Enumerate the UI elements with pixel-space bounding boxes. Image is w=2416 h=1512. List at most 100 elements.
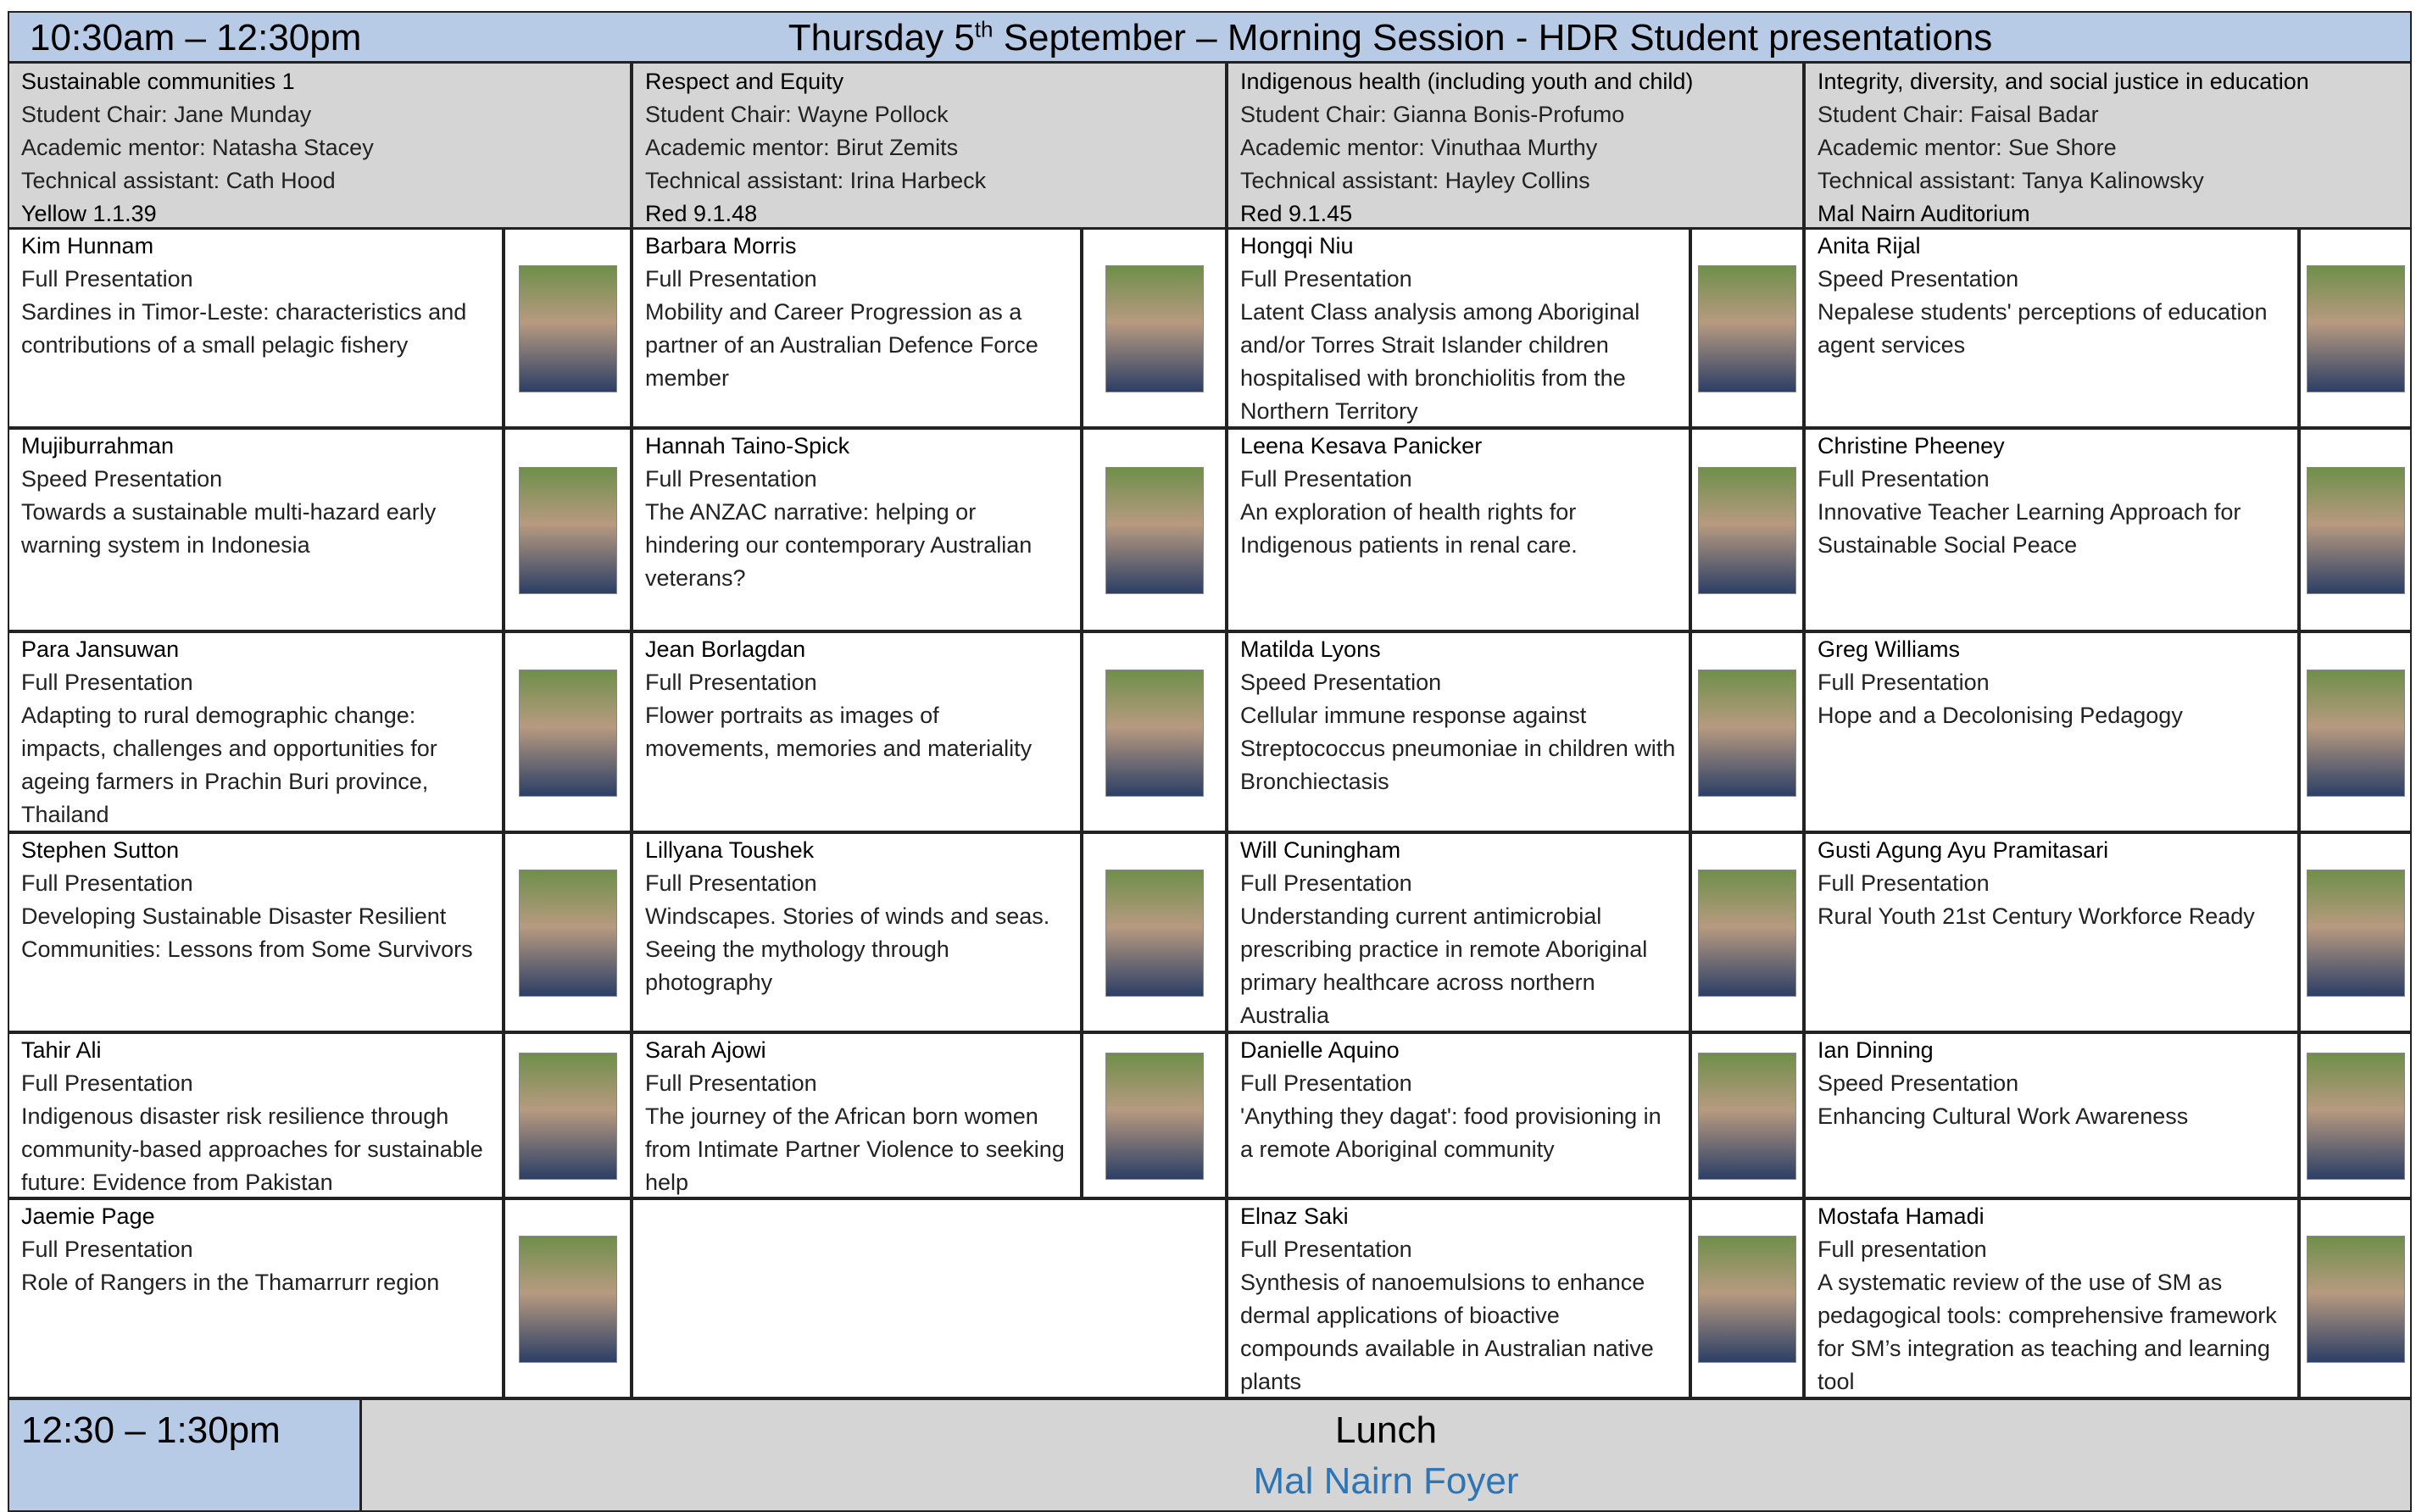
photo xyxy=(518,1053,617,1180)
presentation-type: Full Presentation xyxy=(1240,1237,1412,1262)
presenter-info: Sarah Ajowi Full Presentation The journey … xyxy=(633,1034,1080,1201)
presenter-info: Christine Pheeney Full Presentation Innova… xyxy=(1806,430,2297,564)
photo xyxy=(1698,1236,1796,1363)
presentation-title: Nepalese students' perceptions of educat… xyxy=(1818,299,2268,358)
photo xyxy=(2306,467,2405,594)
presenter-info: Elnaz Saki Full Presentation Synthesis of … xyxy=(1228,1200,1689,1400)
presenter-info: Matilda Lyons Speed Presentation Cellular … xyxy=(1228,633,1689,800)
presentation-title: Role of Rangers in the Thamarrurr region xyxy=(21,1270,440,1295)
presentation-title: Cellular immune response against Strepto… xyxy=(1240,703,1676,794)
presentation-title: Synthesis of nanoemulsions to enhance de… xyxy=(1240,1270,1654,1394)
presenter-name: Danielle Aquino xyxy=(1240,1037,1400,1063)
photo xyxy=(1698,870,1796,997)
presenter-name: Anita Rijal xyxy=(1818,233,1921,258)
footer-location: Mal Nairn Foyer xyxy=(1253,1460,1519,1502)
session-mentor: Academic mentor: Sue Shore xyxy=(1818,135,2117,160)
presentation-type: Full Presentation xyxy=(21,1070,193,1096)
photo-cell xyxy=(1082,631,1227,832)
presenter-info: Mostafa Hamadi Full presentation A systema… xyxy=(1806,1200,2297,1400)
session-header: Integrity, diversity, and social justice… xyxy=(1804,62,2412,229)
photo-cell xyxy=(504,631,632,832)
presenter-info: Hongqi Niu Full Presentation Latent Class … xyxy=(1228,230,1689,430)
photo-cell xyxy=(2299,428,2412,631)
presenter-name: Para Jansuwan xyxy=(21,636,180,662)
presenter-info: Hannah Taino-Spick Full Presentation The A… xyxy=(633,430,1080,597)
photo-cell xyxy=(504,832,632,1032)
presentation-type: Full Presentation xyxy=(21,1237,193,1262)
session-room: Red 9.1.45 xyxy=(1240,201,1353,226)
presentation-title: Developing Sustainable Disaster Resilien… xyxy=(21,903,473,962)
presentation-title: 'Anything they dagat': food provisioning… xyxy=(1240,1103,1662,1162)
photo xyxy=(2306,1236,2405,1363)
presenter-info: Tahir Ali Full Presentation Indigenous dis… xyxy=(9,1034,502,1201)
presentation-title: Towards a sustainable multi-hazard early… xyxy=(21,499,437,558)
presenter-name: Ian Dinning xyxy=(1818,1037,1934,1063)
presenter-name: Mostafa Hamadi xyxy=(1818,1203,1985,1229)
presenter-cell: Barbara Morris Full Presentation Mobility … xyxy=(632,228,1082,428)
presenter-name: Sarah Ajowi xyxy=(645,1037,766,1063)
presentation-type: Full Presentation xyxy=(645,670,817,695)
presenter-cell: Will Cuningham Full Presentation Understan… xyxy=(1227,832,1690,1032)
presentation-title: Windscapes. Stories of winds and seas. S… xyxy=(645,903,1050,995)
session-header: Respect and Equity Student Chair: Wayne P… xyxy=(632,62,1227,229)
footer-time: 12:30 – 1:30pm xyxy=(21,1409,281,1451)
presenter-cell: Jean Borlagdan Full Presentation Flower po… xyxy=(632,631,1082,832)
presentation-type: Full Presentation xyxy=(1818,870,1990,896)
presentation-title: Hope and a Decolonising Pedagogy xyxy=(1818,703,2183,728)
presentation-type: Speed Presentation xyxy=(1818,1070,2019,1096)
presentation-type: Full Presentation xyxy=(1240,466,1412,492)
presenter-name: Gusti Agung Ayu Pramitasari xyxy=(1818,837,2109,863)
presenter-cell: Gusti Agung Ayu Pramitasari Full Presenta… xyxy=(1804,832,2299,1032)
presentation-type: Full Presentation xyxy=(1240,1070,1412,1096)
photo-cell xyxy=(1690,428,1804,631)
photo-cell xyxy=(2299,832,2412,1032)
photo-cell xyxy=(504,1198,632,1398)
photo xyxy=(518,669,617,797)
session-room: Red 9.1.48 xyxy=(645,201,758,226)
presenter-name: Stephen Sutton xyxy=(21,837,180,863)
photo xyxy=(518,265,617,392)
title-part: Thursday 5 xyxy=(788,17,975,58)
presenter-info: Gusti Agung Ayu Pramitasari Full Presenta… xyxy=(1806,834,2297,935)
photo xyxy=(1105,265,1204,392)
session-mentor: Academic mentor: Natasha Stacey xyxy=(21,135,374,160)
presenter-cell: Danielle Aquino Full Presentation 'Anythin… xyxy=(1227,1032,1690,1198)
session-info: Respect and Equity Student Chair: Wayne P… xyxy=(633,65,1225,232)
photo-cell xyxy=(1082,832,1227,1032)
session-chair: Student Chair: Wayne Pollock xyxy=(645,102,949,127)
photo-cell xyxy=(2299,631,2412,832)
photo-cell xyxy=(2299,1198,2412,1398)
photo-cell xyxy=(1690,1032,1804,1198)
photo xyxy=(518,870,617,997)
presenter-info: Barbara Morris Full Presentation Mobility … xyxy=(633,230,1080,397)
presentation-title: Enhancing Cultural Work Awareness xyxy=(1818,1103,2189,1129)
presentation-type: Full Presentation xyxy=(21,870,193,896)
presenter-cell: Leena Kesava Panicker Full Presentation An… xyxy=(1227,428,1690,631)
presenter-info: Anita Rijal Speed Presentation Nepalese st… xyxy=(1806,230,2297,364)
presenter-cell: Hongqi Niu Full Presentation Latent Class … xyxy=(1227,228,1690,428)
presenter-name: Jean Borlagdan xyxy=(645,636,806,662)
presenter-info: Para Jansuwan Full Presentation Adapting t… xyxy=(9,633,502,833)
presentation-title: A systematic review of the use of SM as … xyxy=(1818,1270,2277,1394)
presenter-cell: Stephen Sutton Full Presentation Developin… xyxy=(8,832,504,1032)
presenter-name: Matilda Lyons xyxy=(1240,636,1381,662)
session-header: Sustainable communities 1 Student Chair: … xyxy=(8,62,632,229)
session-assistant: Technical assistant: Cath Hood xyxy=(21,168,336,193)
photo-cell xyxy=(1082,428,1227,631)
presentation-type: Full Presentation xyxy=(21,266,193,292)
presenter-cell: Ian Dinning Speed Presentation Enhancing C… xyxy=(1804,1032,2299,1198)
presentation-type: Full Presentation xyxy=(21,670,193,695)
presenter-name: Kim Hunnam xyxy=(21,233,154,258)
photo xyxy=(1105,669,1204,797)
presenter-name: Will Cuningham xyxy=(1240,837,1401,863)
session-info: Indigenous health (including youth and c… xyxy=(1228,65,1802,232)
presenter-info: Greg Williams Full Presentation Hope and a… xyxy=(1806,633,2297,734)
presenter-cell: Jaemie Page Full Presentation Role of Rang… xyxy=(8,1198,504,1398)
presenter-info: Will Cuningham Full Presentation Understan… xyxy=(1228,834,1689,1034)
presentation-type: Speed Presentation xyxy=(21,466,223,492)
presentation-title: Mobility and Career Progression as a par… xyxy=(645,299,1038,391)
presentation-title: Flower portraits as images of movements,… xyxy=(645,703,1033,761)
presenter-name: Mujiburrahman xyxy=(21,433,175,459)
presenter-name: Lillyana Toushek xyxy=(645,837,815,863)
